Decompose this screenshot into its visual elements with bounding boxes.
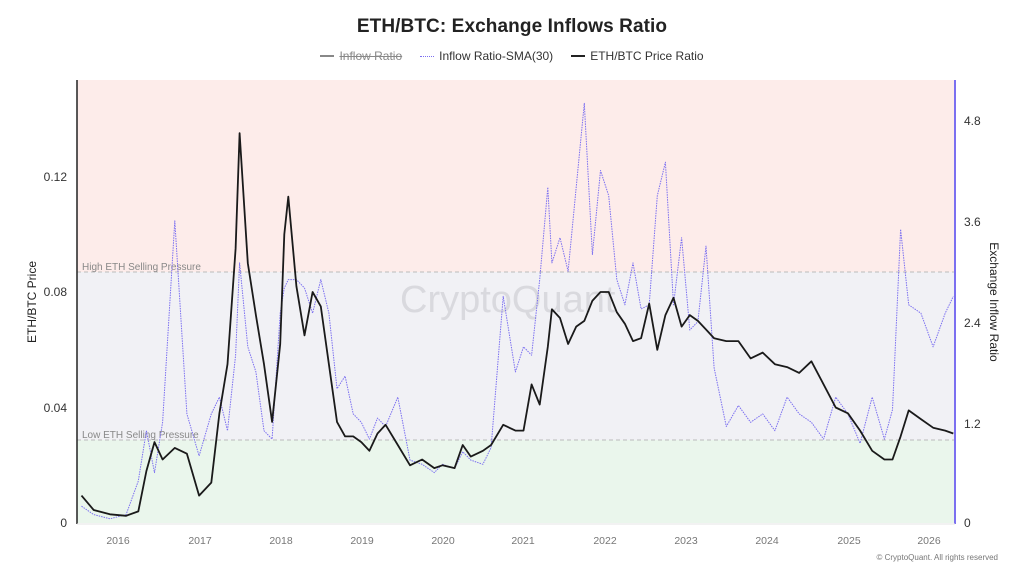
eth-btc-price-line — [80, 132, 954, 517]
x-tick: 2017 — [188, 535, 212, 547]
inflow-ratio-sma-line — [81, 102, 954, 520]
x-tick: 2023 — [674, 535, 698, 547]
x-tick: 2024 — [755, 535, 779, 547]
x-tick: 2026 — [917, 535, 941, 547]
right-axis-label: Exchange Inflow Ratio — [987, 242, 1001, 362]
legend-swatch-eth-btc-price — [571, 55, 586, 57]
legend-label: Inflow Ratio-SMA(30) — [439, 49, 554, 63]
legend-label: ETH/BTC Price Ratio — [590, 49, 704, 63]
x-tick: 2022 — [593, 535, 617, 547]
left-tick: 0 — [60, 516, 67, 530]
x-tick: 2019 — [350, 535, 374, 547]
legend-swatch-inflow-ratio-sma — [420, 55, 435, 57]
right-tick: 0 — [964, 516, 971, 530]
watermark: CryptoQuant — [400, 279, 616, 321]
left-tick: 0.08 — [44, 285, 68, 299]
high-pressure-label: High ETH Selling Pressure — [82, 262, 201, 273]
zone-low-selling-pressure — [77, 440, 955, 523]
legend-item-inflow-ratio[interactable]: Inflow Ratio — [320, 49, 402, 63]
right-axis-ticks: 0 1.2 2.4 3.6 4.8 — [964, 114, 981, 530]
x-tick: 2025 — [837, 535, 861, 547]
copyright-notice: © CryptoQuant. All rights reserved — [876, 553, 999, 562]
left-tick: 0.12 — [44, 170, 68, 184]
legend-label: Inflow Ratio — [339, 49, 403, 63]
x-tick: 2018 — [269, 535, 293, 547]
left-axis-label: ETH/BTC Price — [25, 261, 39, 343]
right-tick: 1.2 — [964, 417, 981, 431]
zone-high-selling-pressure — [77, 80, 955, 272]
chart-title: ETH/BTC: Exchange Inflows Ratio — [356, 16, 668, 37]
series-layer — [80, 102, 954, 520]
right-tick: 3.6 — [964, 215, 981, 229]
right-tick: 2.4 — [964, 316, 981, 330]
legend-item-eth-btc-price[interactable]: ETH/BTC Price Ratio — [571, 49, 704, 63]
x-axis-ticks: 2016 2017 2018 2019 2020 2021 2022 2023 … — [106, 535, 941, 547]
left-axis-ticks: 0 0.04 0.08 0.12 — [44, 170, 68, 530]
x-tick: 2021 — [511, 535, 535, 547]
chart-legend: Inflow Ratio Inflow Ratio-SMA(30) ETH/BT… — [0, 49, 1024, 63]
low-pressure-label: Low ETH Selling Pressure — [82, 430, 199, 441]
legend-swatch-inflow-ratio — [320, 55, 335, 57]
right-tick: 4.8 — [964, 114, 981, 128]
x-tick: 2020 — [431, 535, 455, 547]
left-tick: 0.04 — [44, 401, 68, 415]
x-tick: 2016 — [106, 535, 130, 547]
legend-item-inflow-ratio-sma[interactable]: Inflow Ratio-SMA(30) — [420, 49, 553, 63]
